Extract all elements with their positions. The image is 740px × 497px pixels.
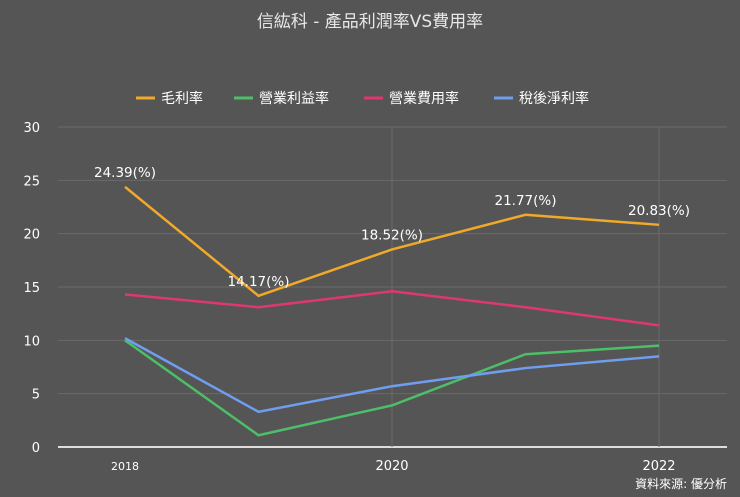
series-lines <box>124 185 660 437</box>
source-note: 資料來源: 優分析 <box>635 477 727 491</box>
data-label: 20.83(%) <box>628 203 690 219</box>
legend-label: 營業利益率 <box>259 90 329 107</box>
y-tick-label: 10 <box>23 334 40 349</box>
y-tick-label: 25 <box>23 174 40 189</box>
legend-label: 營業費用率 <box>389 90 459 107</box>
data-labels: 24.39(%) 14.17(%) 18.52(%) 21.77(%) 20.83(%) <box>94 165 690 290</box>
legend-label: 稅後淨利率 <box>519 90 589 107</box>
x-tick-label: 2020 <box>375 459 408 474</box>
y-tick-label: 5 <box>32 388 40 403</box>
data-label: 18.52(%) <box>361 227 423 243</box>
series-line-2 <box>124 339 660 437</box>
data-label: 21.77(%) <box>494 193 556 209</box>
data-label: 24.39(%) <box>94 165 156 181</box>
series-line-1 <box>124 185 660 298</box>
y-tick-label: 20 <box>23 228 40 243</box>
y-axis: 0 5 10 15 20 25 30 <box>23 121 40 456</box>
y-tick-label: 30 <box>23 121 40 136</box>
legend-label: 毛利率 <box>161 90 203 107</box>
x-tick-label: 2018 <box>111 460 139 473</box>
y-tick-label: 15 <box>23 281 40 296</box>
x-axis: 2018 2020 2022 <box>111 459 676 474</box>
x-tick-label: 2022 <box>642 459 675 474</box>
legend: 毛利率 營業利益率 營業費用率 稅後淨利率 <box>136 90 589 107</box>
chart-title: 信紘科 - 產品利潤率VS費用率 <box>257 12 483 32</box>
data-label: 14.17(%) <box>227 274 289 290</box>
grid <box>58 126 727 448</box>
series-line-4 <box>124 337 660 414</box>
y-tick-label: 0 <box>32 441 40 456</box>
series-line-3 <box>124 290 660 327</box>
